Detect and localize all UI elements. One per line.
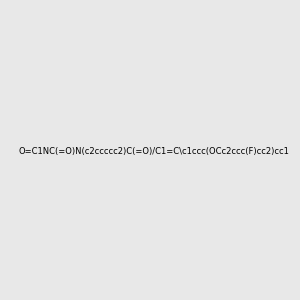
Text: O=C1NC(=O)N(c2ccccc2)C(=O)/C1=C\c1ccc(OCc2ccc(F)cc2)cc1: O=C1NC(=O)N(c2ccccc2)C(=O)/C1=C\c1ccc(OC… <box>18 147 289 156</box>
